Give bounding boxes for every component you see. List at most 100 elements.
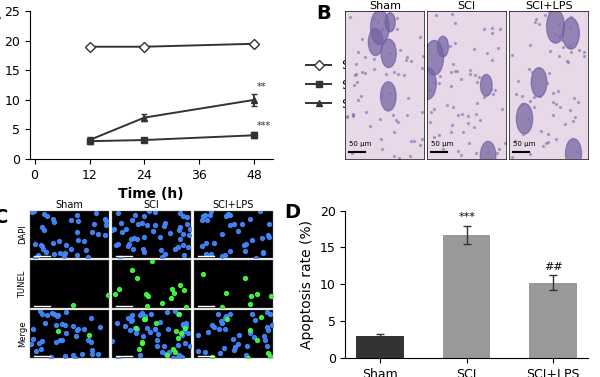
Point bbox=[37, 311, 46, 317]
Point bbox=[168, 346, 178, 352]
Point bbox=[348, 111, 358, 117]
Point bbox=[132, 275, 142, 281]
Point bbox=[132, 326, 142, 333]
Point bbox=[225, 222, 235, 228]
Point bbox=[551, 101, 561, 107]
Point bbox=[166, 295, 175, 301]
Point bbox=[73, 212, 82, 218]
Point bbox=[395, 48, 405, 54]
Point bbox=[349, 82, 359, 88]
Point bbox=[142, 222, 152, 228]
Point bbox=[206, 251, 216, 257]
Point bbox=[91, 210, 100, 216]
Point bbox=[568, 118, 577, 124]
Point bbox=[532, 16, 541, 22]
Point bbox=[470, 72, 479, 78]
Point bbox=[145, 328, 155, 334]
Point bbox=[239, 242, 249, 248]
Point bbox=[538, 143, 548, 149]
Point bbox=[415, 142, 425, 148]
Point bbox=[409, 138, 419, 144]
Point bbox=[360, 54, 370, 60]
Point bbox=[566, 14, 576, 20]
Point bbox=[431, 12, 441, 18]
Point bbox=[556, 32, 565, 38]
Point bbox=[394, 155, 404, 161]
Point bbox=[245, 300, 254, 307]
Point bbox=[31, 255, 40, 261]
Point bbox=[553, 88, 563, 94]
Point bbox=[171, 328, 181, 334]
Point bbox=[575, 48, 584, 54]
Point bbox=[109, 226, 119, 232]
Point bbox=[200, 349, 210, 355]
Point bbox=[266, 293, 275, 299]
Point bbox=[352, 79, 361, 85]
Point bbox=[175, 224, 185, 230]
Point bbox=[242, 343, 252, 349]
Point bbox=[150, 209, 160, 215]
Point bbox=[139, 234, 149, 240]
Circle shape bbox=[517, 104, 533, 134]
Text: 50 μm: 50 μm bbox=[349, 141, 372, 147]
Point bbox=[179, 323, 189, 329]
Point bbox=[170, 349, 179, 355]
Point bbox=[565, 25, 575, 31]
Point bbox=[560, 121, 570, 127]
Point bbox=[150, 326, 160, 332]
Y-axis label: TUNEL: TUNEL bbox=[18, 271, 27, 298]
Title: SCI+LPS: SCI+LPS bbox=[525, 0, 572, 11]
Point bbox=[51, 339, 61, 345]
Point bbox=[430, 106, 439, 112]
Point bbox=[488, 91, 497, 97]
Point bbox=[100, 232, 110, 238]
Circle shape bbox=[380, 82, 396, 111]
Point bbox=[40, 227, 49, 233]
Y-axis label: Apoptosis rate (%): Apoptosis rate (%) bbox=[300, 220, 314, 349]
Point bbox=[252, 291, 262, 297]
Point bbox=[415, 34, 425, 40]
Point bbox=[473, 100, 482, 106]
Point bbox=[115, 255, 125, 261]
Point bbox=[240, 274, 250, 280]
Text: B: B bbox=[316, 4, 331, 23]
Point bbox=[482, 50, 491, 56]
Point bbox=[207, 354, 217, 360]
Point bbox=[142, 325, 152, 331]
Point bbox=[487, 57, 497, 63]
Point bbox=[137, 340, 147, 346]
Point bbox=[385, 50, 395, 56]
Point bbox=[55, 250, 64, 256]
Point bbox=[554, 21, 564, 27]
Point bbox=[116, 220, 126, 226]
Point bbox=[60, 250, 70, 256]
Point bbox=[161, 351, 170, 357]
Point bbox=[457, 76, 466, 82]
Point bbox=[469, 46, 479, 52]
Point bbox=[543, 132, 553, 138]
Point bbox=[86, 339, 95, 345]
Point bbox=[176, 330, 185, 336]
Point bbox=[26, 341, 36, 347]
Point bbox=[179, 321, 188, 327]
Circle shape bbox=[547, 10, 565, 43]
Point bbox=[67, 246, 76, 252]
Point bbox=[214, 326, 223, 332]
Point bbox=[579, 49, 589, 55]
Point bbox=[562, 58, 572, 64]
Point bbox=[34, 340, 44, 346]
Point bbox=[221, 290, 231, 296]
Point bbox=[536, 128, 546, 134]
Point bbox=[225, 212, 235, 218]
Point bbox=[217, 318, 226, 324]
Point bbox=[268, 322, 277, 328]
Text: ##: ## bbox=[544, 262, 563, 272]
Point bbox=[572, 149, 581, 155]
Point bbox=[245, 330, 255, 336]
Point bbox=[436, 73, 445, 79]
Point bbox=[228, 336, 238, 342]
Point bbox=[181, 325, 190, 331]
Point bbox=[530, 104, 539, 110]
Point bbox=[554, 34, 563, 40]
Point bbox=[131, 330, 140, 336]
